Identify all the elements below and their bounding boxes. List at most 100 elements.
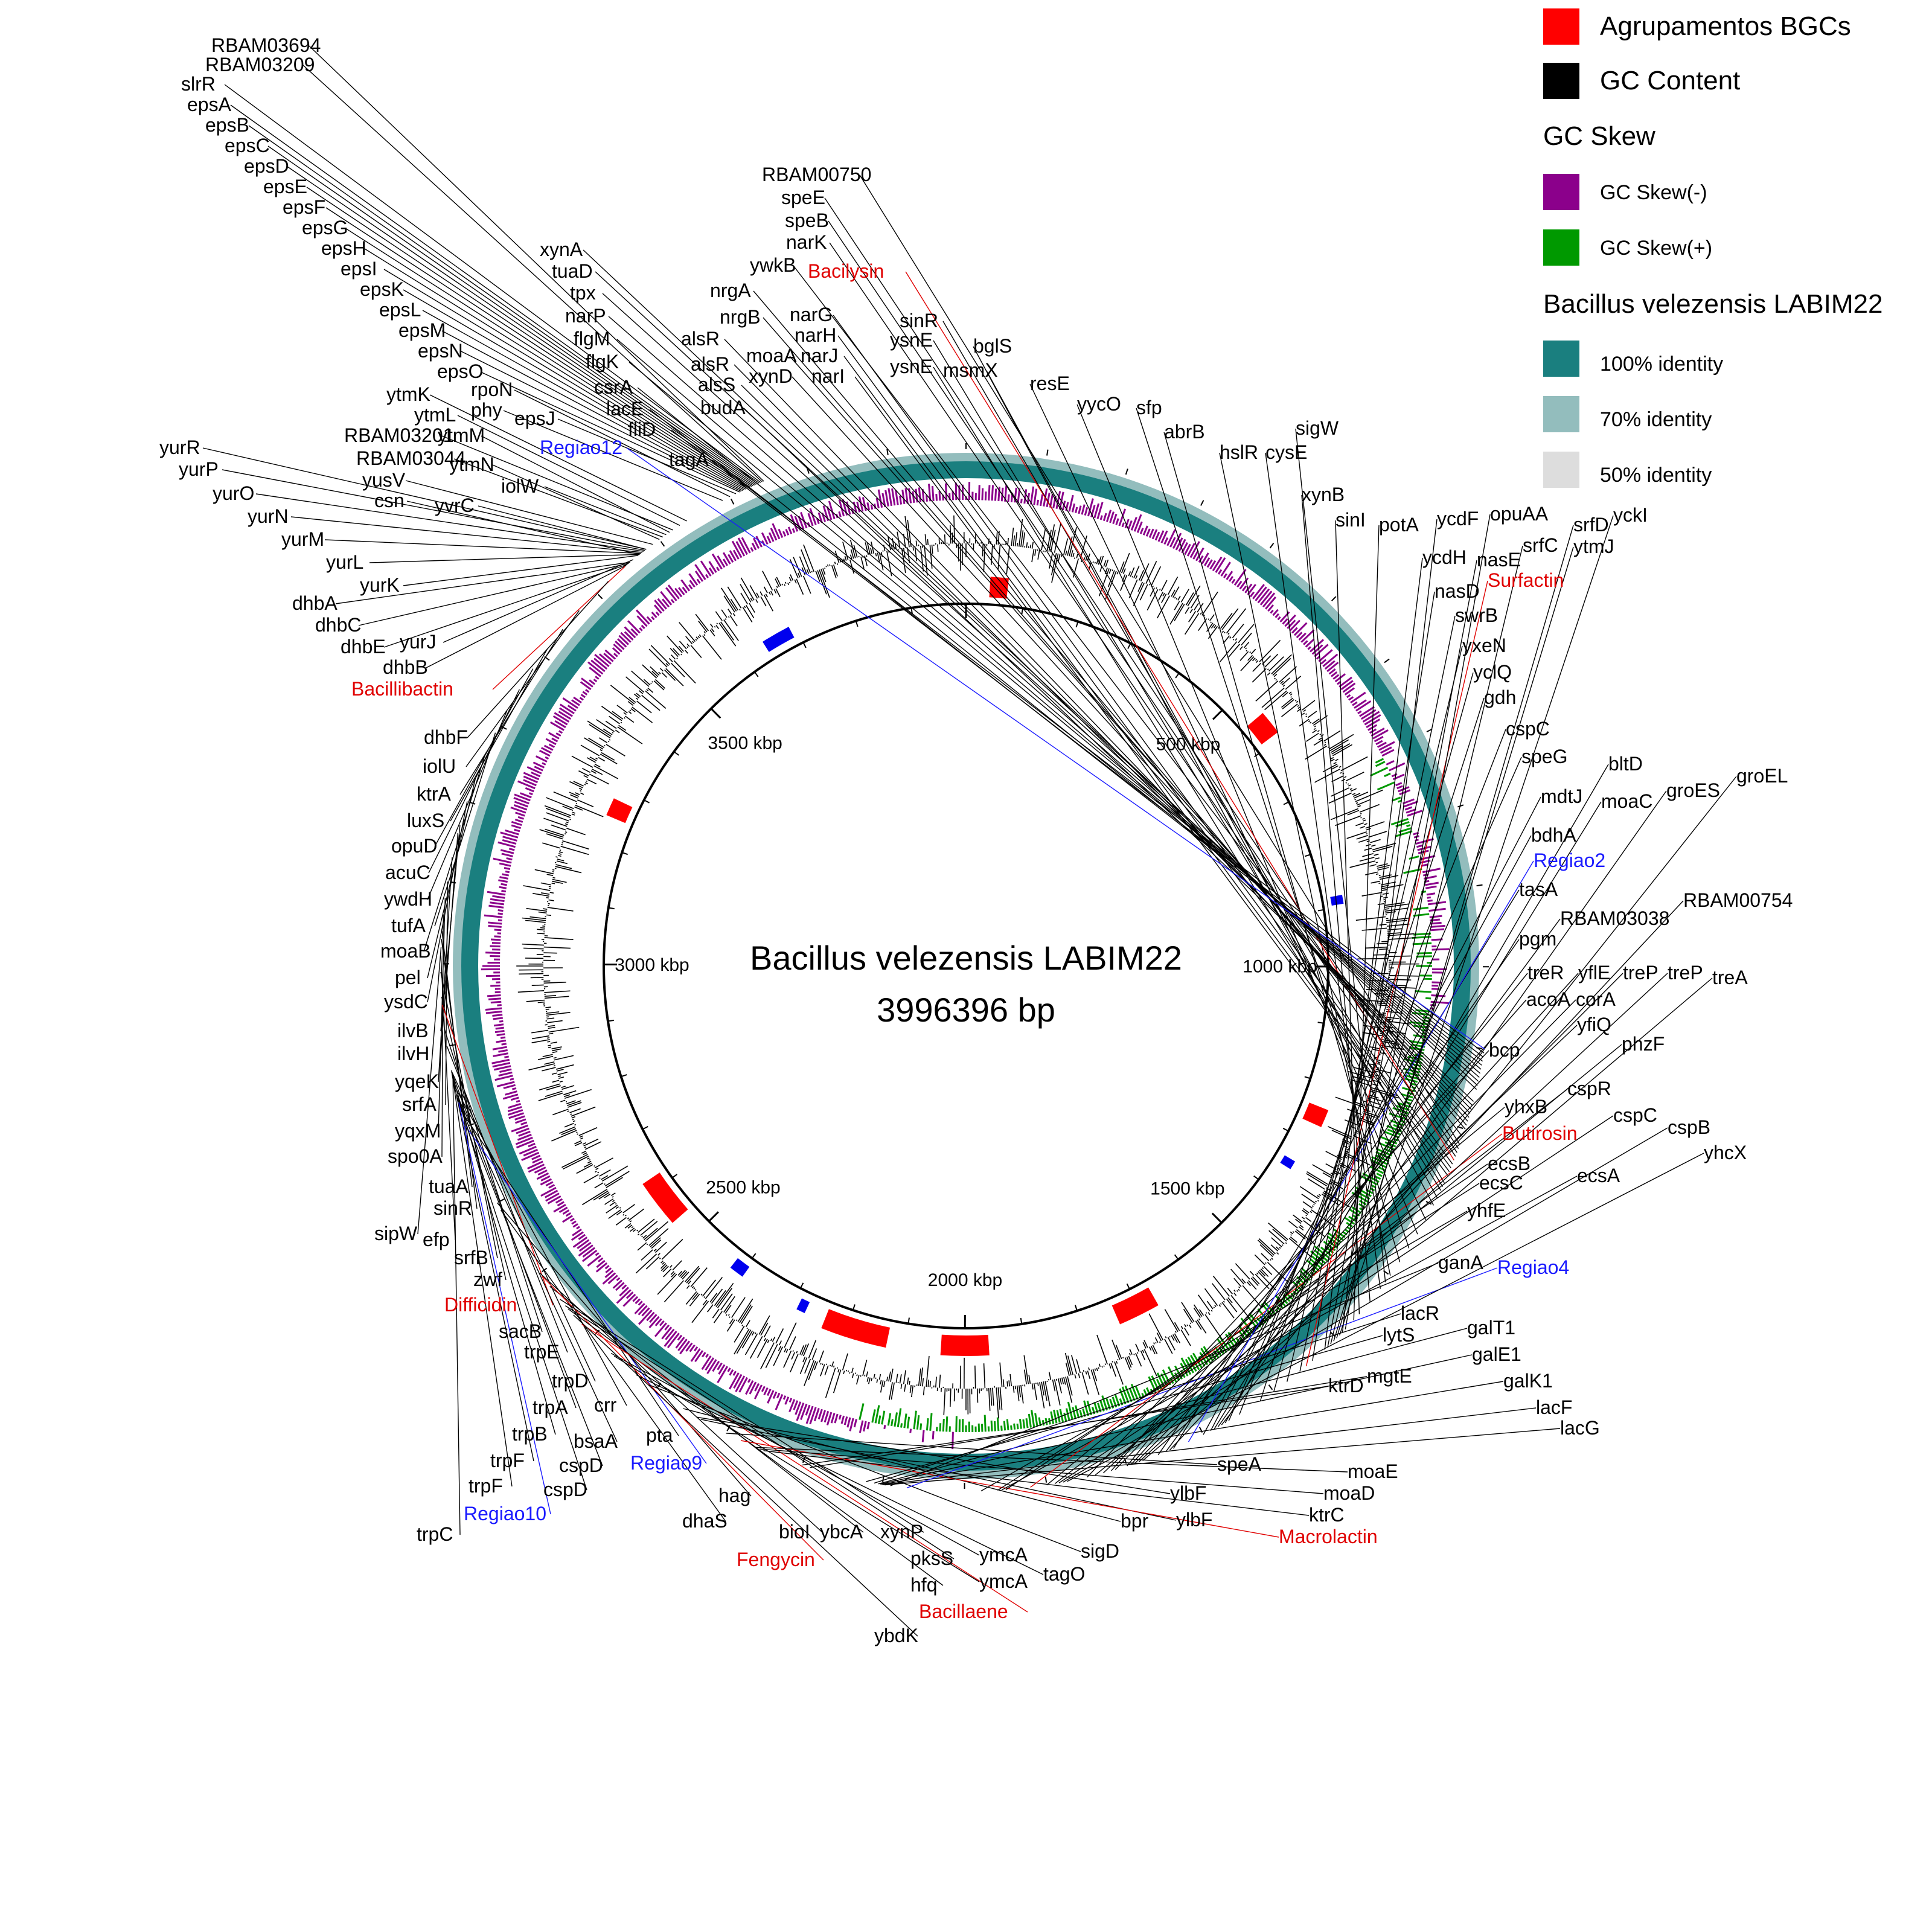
gc-content-bar [849, 559, 855, 574]
gc-content-bar [1211, 624, 1215, 629]
gc-skew-neg-bar [1332, 674, 1340, 680]
legend: Agrupamentos BGCs GC Content GC Skew GC … [1543, 8, 1882, 488]
gc-content-bar [689, 1293, 700, 1307]
gc-content-bar [569, 781, 583, 788]
gc-content-bar [1221, 1302, 1235, 1319]
gc-content-bar [1135, 575, 1138, 580]
bgc-block [642, 1172, 688, 1223]
gc-skew-neg-bar [935, 494, 938, 501]
gc-content-bar [525, 920, 546, 923]
gc-skew-neg-bar [1130, 517, 1137, 531]
gc-content-bar [773, 589, 777, 594]
gc-skew-pos-bar [1119, 1398, 1124, 1406]
gc-content-bar [1273, 673, 1278, 677]
gc-content-bar [554, 868, 557, 869]
gene-label: RBAM03044 [356, 447, 465, 469]
gc-content-bar [537, 1055, 554, 1060]
gc-skew-neg-bar [578, 1244, 593, 1257]
gc-content-bar [631, 1226, 634, 1229]
gc-content-bar [1198, 1294, 1211, 1312]
gc-skew-pos-bar [1375, 761, 1386, 767]
gc-content-bar [801, 567, 806, 575]
gc-content-bar [1335, 758, 1339, 761]
gc-skew-neg-bar [1169, 537, 1176, 548]
tick-mark [1020, 1317, 1023, 1325]
gc-content-bar [570, 794, 578, 799]
gc-content-bar [555, 866, 582, 874]
gc-content-bar [615, 729, 620, 734]
gene-leader-line [417, 947, 442, 1235]
gc-content-bar [1184, 613, 1200, 635]
gc-content-bar [776, 586, 778, 588]
gene-label: ktrC [1309, 1504, 1345, 1526]
gene-leader-line [573, 1314, 918, 1637]
gc-content-bar [1370, 839, 1381, 843]
gc-content-bar [543, 946, 571, 949]
gc-skew-neg-bar [828, 501, 836, 519]
region-block [730, 1258, 750, 1277]
gc-content-bar [1288, 691, 1292, 694]
gc-content-bar [548, 1032, 554, 1035]
gc-content-bar [667, 635, 683, 653]
gc-skew-neg-bar [585, 689, 590, 693]
gc-skew-neg-bar [800, 1403, 808, 1420]
gc-skew-neg-bar [1023, 489, 1028, 504]
gc-content-bar [1065, 1363, 1070, 1376]
gc-content-bar [1016, 542, 1019, 547]
gc-content-bar [1148, 1313, 1163, 1340]
gc-content-bar [587, 720, 612, 737]
gc-content-bar [845, 1369, 848, 1372]
gene-leader-line [441, 1005, 554, 1306]
gene-label: moaE [1348, 1460, 1398, 1482]
gc-skew-neg-bar [487, 891, 506, 896]
gc-skew-neg-bar [502, 1093, 519, 1100]
gc-content-bar [1006, 545, 1010, 575]
outer-tick [1200, 500, 1204, 506]
gc-content-bar [1057, 1378, 1062, 1393]
gc-skew-neg-bar [1075, 507, 1078, 513]
legend-label-gc-skew-pos: GC Skew(+) [1600, 237, 1712, 260]
gc-content-bar [1043, 1381, 1048, 1401]
gc-skew-neg-bar [635, 609, 650, 625]
gene-label: ytmN [449, 453, 494, 475]
gc-content-bar [533, 892, 549, 897]
gc-content-bar [586, 757, 596, 763]
gc-content-bar [709, 629, 715, 636]
gc-skew-neg-bar [494, 935, 501, 938]
gc-content-bar [1154, 1337, 1159, 1343]
gc-content-bar [703, 1296, 706, 1298]
gc-content-bar [624, 1223, 632, 1229]
gc-content-bar [1301, 1194, 1316, 1204]
gene-leader-line [629, 362, 1482, 1070]
bgc-label: Bacillibactin [351, 678, 453, 700]
gc-content-bar [836, 1367, 839, 1369]
gc-content-bar [734, 1328, 750, 1355]
gc-content-bar [751, 1331, 755, 1336]
gc-content-bar [1268, 656, 1284, 672]
gc-content-bar [1369, 864, 1377, 867]
gc-content-bar [1208, 1312, 1211, 1316]
gc-content-bar [1185, 592, 1194, 606]
gc-skew-neg-bar [1284, 614, 1296, 627]
gc-content-bar [1096, 1334, 1108, 1364]
gc-content-bar [1107, 570, 1115, 587]
gc-content-bar [767, 1339, 770, 1343]
gc-content-bar [974, 1365, 976, 1389]
gc-content-bar [1150, 587, 1155, 597]
gene-leader-line [255, 493, 644, 552]
gc-skew-neg-bar [485, 1007, 502, 1011]
gc-content-bar [862, 1360, 868, 1376]
tick-mark [608, 907, 615, 910]
gc-skew-neg-bar [649, 1314, 657, 1323]
gene-label: mdtJ [1541, 785, 1582, 807]
gc-skew-pos-bar [1180, 1370, 1186, 1378]
gc-content-bar [1052, 1379, 1056, 1392]
gc-skew-neg-bar [1415, 838, 1434, 845]
gc-content-bar [1294, 700, 1297, 702]
gc-content-bar [1305, 732, 1319, 742]
bgc-label: Fengycin [737, 1549, 815, 1570]
gc-content-bar [665, 668, 684, 686]
gc-content-bar [662, 1261, 665, 1265]
gene-label: trpC [417, 1523, 453, 1545]
gc-skew-neg-bar [715, 566, 720, 572]
